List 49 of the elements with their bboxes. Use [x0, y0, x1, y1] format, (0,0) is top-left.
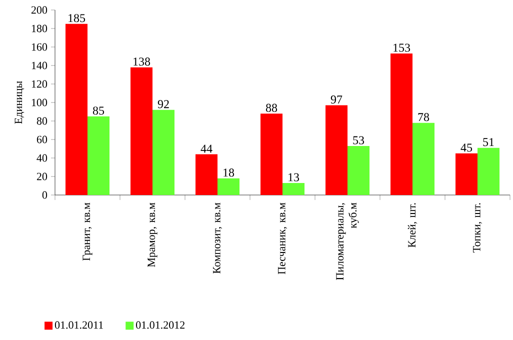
x-tick-label: Гранит, кв.м: [82, 202, 92, 261]
data-label: 53: [353, 136, 364, 144]
bar: [218, 178, 240, 195]
bar: [412, 122, 435, 195]
data-label: 138: [134, 58, 150, 66]
x-tick-label: Пиломатериалы, куб.м: [336, 202, 359, 280]
x-tick-label: Клей, шт.: [408, 203, 418, 248]
y-tick-label: 160: [32, 43, 48, 51]
bar: [66, 24, 88, 195]
bar: [326, 105, 348, 195]
legend-label: 01.01.2011: [54, 321, 103, 329]
bar: [282, 182, 305, 195]
y-tick-label: 100: [32, 98, 48, 106]
y-axis-title: Единицы: [14, 81, 24, 124]
legend-label: 01.01.2012: [136, 321, 184, 329]
y-tick-label: 200: [31, 6, 48, 14]
bar: [456, 153, 478, 195]
data-label: 185: [68, 14, 86, 22]
bar: [130, 67, 152, 195]
x-tick-label: Топки, шт.: [473, 203, 482, 252]
data-label: 153: [394, 44, 410, 52]
bar: [196, 154, 218, 195]
data-label: 44: [200, 144, 212, 153]
bar: [260, 114, 283, 195]
x-tick-label: Композит, кв.м: [213, 202, 222, 274]
bar: [390, 53, 413, 195]
data-label: 51: [483, 138, 494, 146]
data-label: 18: [224, 168, 234, 177]
y-tick-label: 0: [42, 191, 48, 199]
y-tick-label: 140: [32, 62, 48, 70]
y-tick-label: 120: [32, 80, 48, 88]
data-label: 92: [158, 100, 169, 108]
y-tick-label: 180: [32, 24, 48, 32]
data-label: 78: [418, 113, 430, 122]
y-tick-label: 20: [36, 172, 48, 180]
y-tick-label: 80: [36, 117, 48, 125]
y-tick-label: 40: [36, 154, 48, 162]
data-label: 45: [460, 144, 472, 152]
bar: [478, 148, 500, 195]
data-label: 97: [330, 96, 342, 104]
data-label: 13: [288, 173, 300, 182]
bar: [88, 116, 110, 195]
x-tick-label: Мрамор, кв.м: [148, 202, 158, 267]
x-tick-label: Песчаник, кв.м: [278, 202, 287, 274]
data-label: 85: [92, 106, 104, 115]
data-label: 88: [266, 104, 278, 112]
bar: [152, 110, 174, 195]
bar: [348, 146, 370, 195]
y-tick-label: 60: [36, 136, 48, 144]
